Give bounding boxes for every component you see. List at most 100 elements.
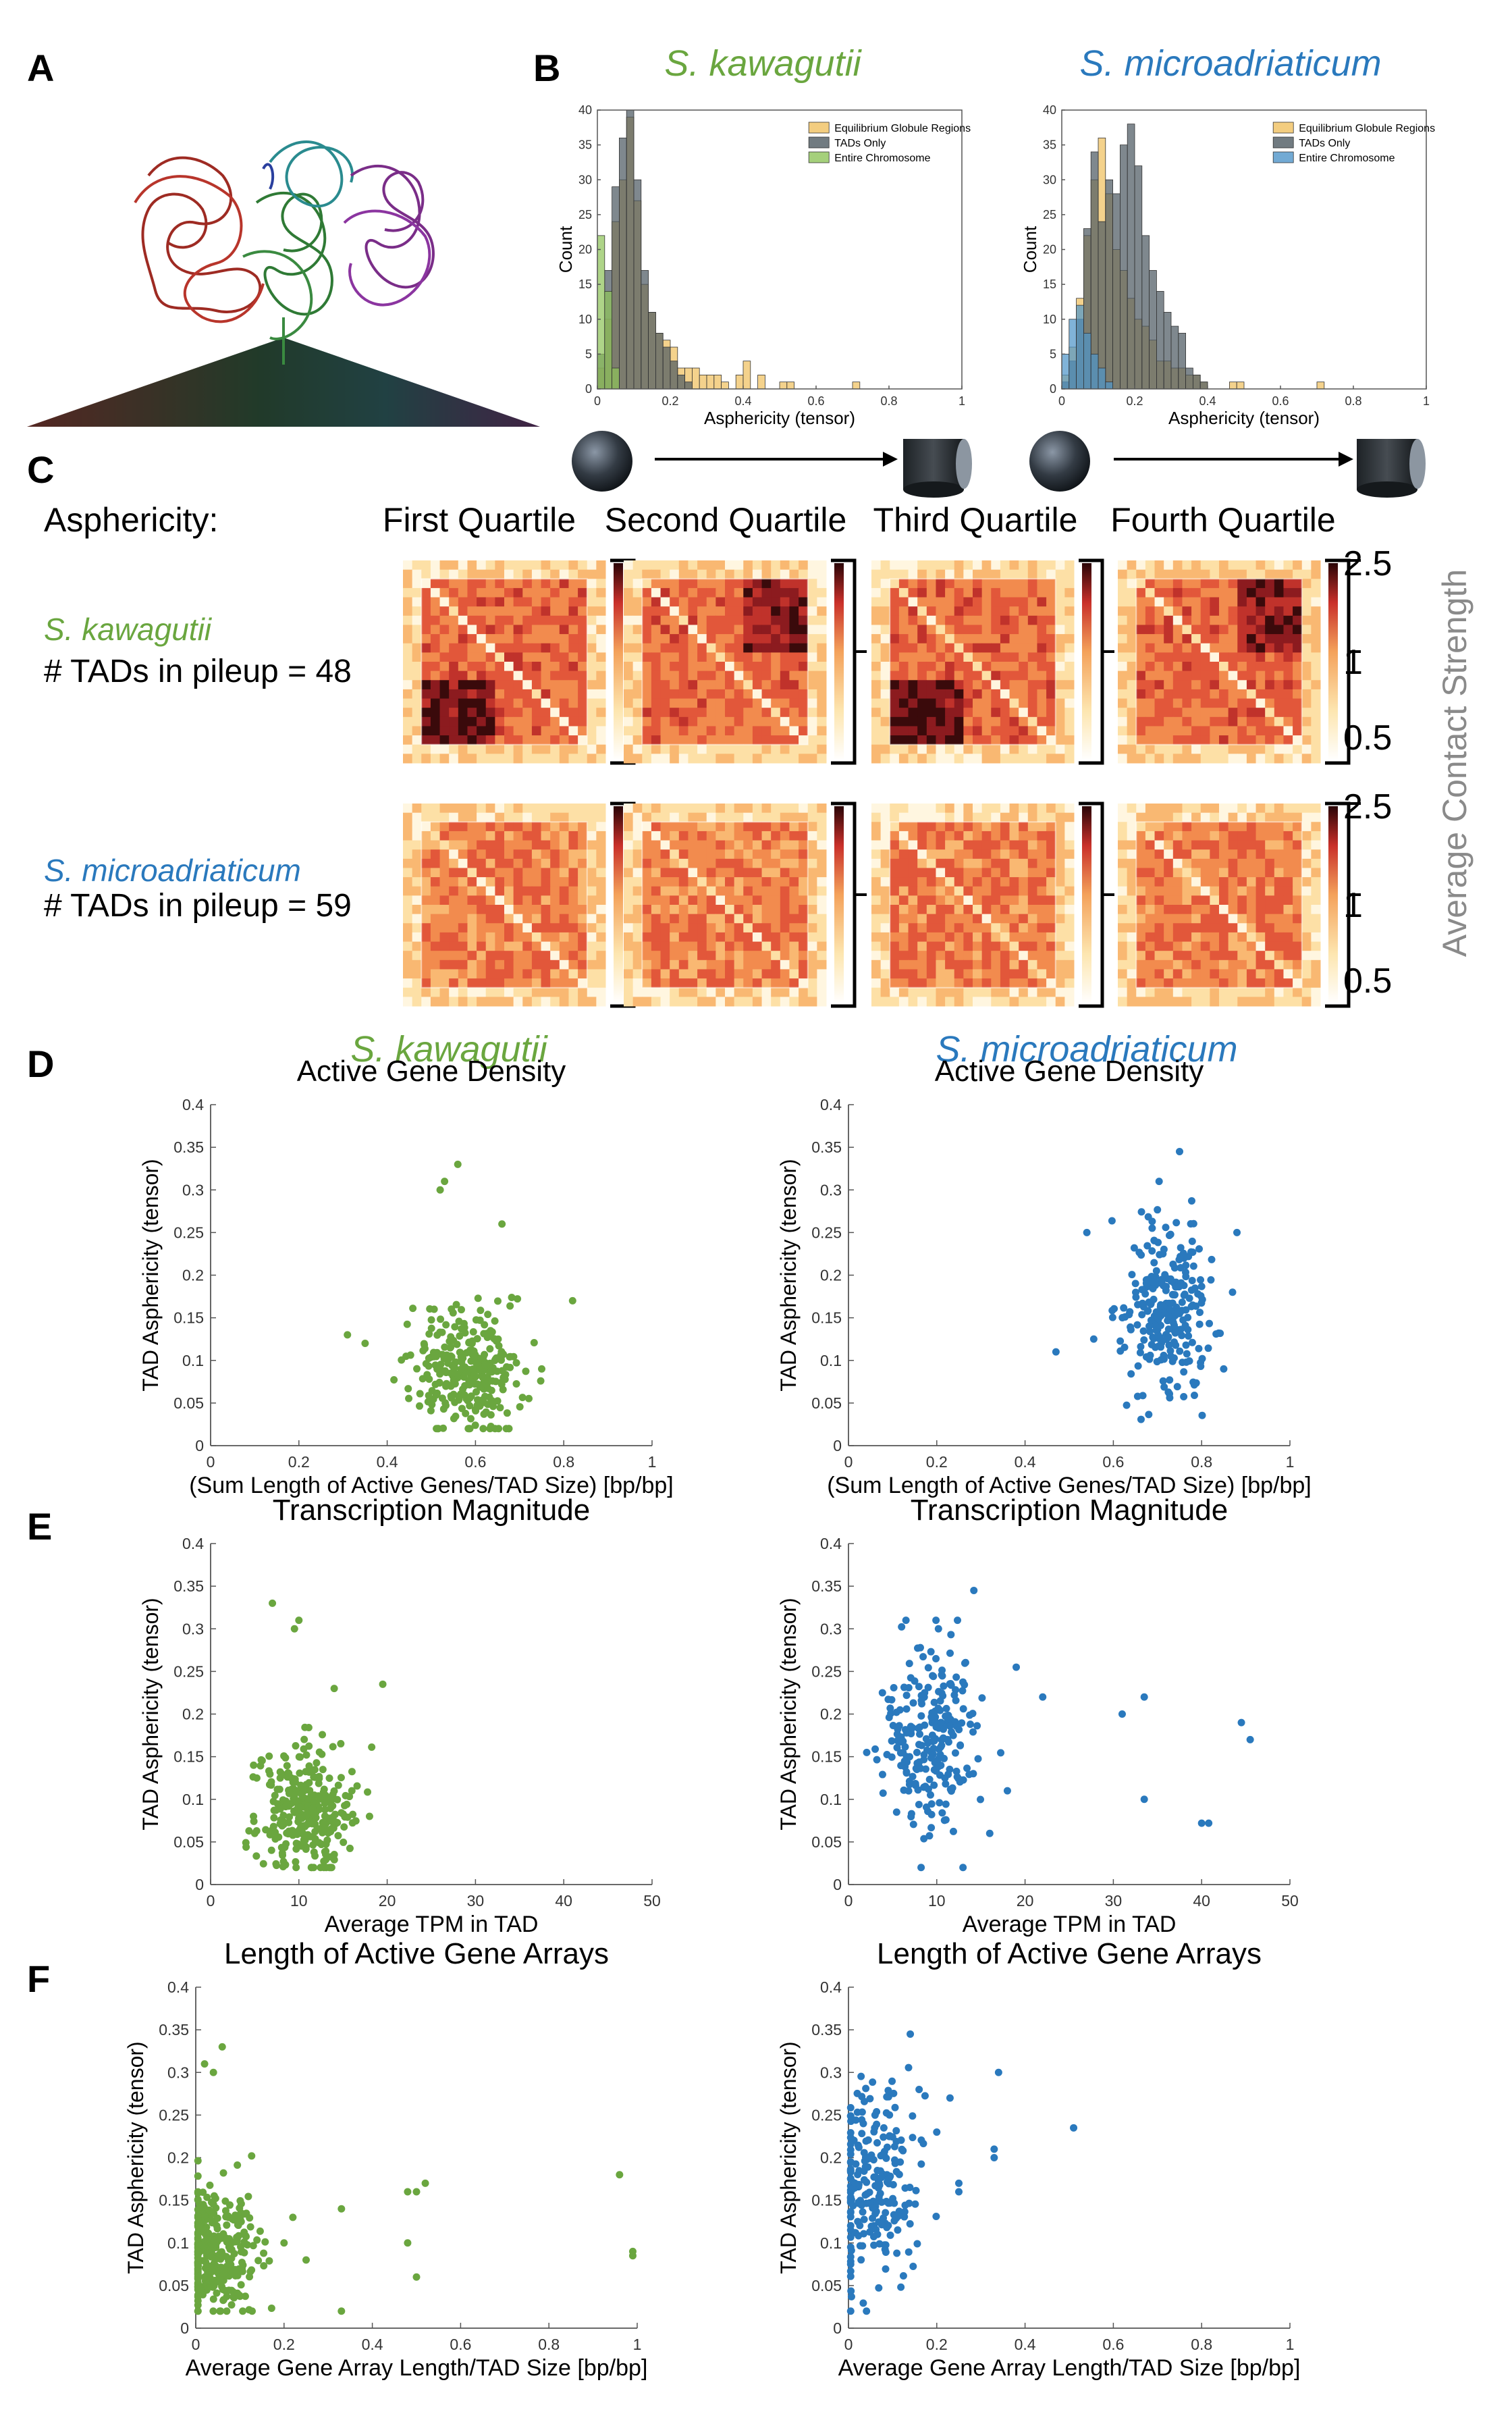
y-tick-label: 0.4 xyxy=(182,1096,204,1113)
legend-label: TADs Only xyxy=(1299,138,1350,149)
heatmap-cell xyxy=(1164,969,1174,979)
heatmap-cell xyxy=(880,831,890,841)
heatmap-cell xyxy=(936,959,946,970)
heatmap-cell xyxy=(485,680,495,690)
heatmap-cell xyxy=(458,923,468,933)
pileup-heatmap xyxy=(403,558,646,765)
heatmap-cell xyxy=(632,587,643,598)
heatmap-cell xyxy=(559,569,569,579)
heatmap-cell xyxy=(1219,905,1229,915)
heatmap-cell xyxy=(1027,840,1037,850)
heatmap-cell xyxy=(890,997,900,1007)
heatmap-cell xyxy=(559,587,569,598)
heatmap-cell xyxy=(1000,959,1010,970)
heatmap-cell xyxy=(1154,804,1164,814)
heatmap-cell xyxy=(1301,959,1312,970)
heatmap-cell xyxy=(1256,744,1266,754)
hist-bar xyxy=(735,374,744,390)
heatmap-cell xyxy=(531,923,542,933)
heatmap-cell xyxy=(973,689,983,700)
heatmap-cell xyxy=(1274,634,1284,644)
y-tick-label: 15 xyxy=(1043,278,1056,291)
heatmap-cell xyxy=(807,822,817,832)
heatmap-cell xyxy=(439,822,450,832)
y-tick-label: 0.1 xyxy=(182,1352,204,1369)
heatmap-cell xyxy=(1046,606,1056,616)
scatter-point xyxy=(506,1352,514,1361)
heatmap-cell xyxy=(1127,698,1137,708)
heatmap-cell xyxy=(1154,652,1164,662)
heatmap-cell xyxy=(898,587,909,598)
heatmap-cell xyxy=(439,579,450,589)
x-tick-label: 0 xyxy=(844,1453,853,1471)
heatmap-cell xyxy=(1172,569,1183,579)
heatmap-cell xyxy=(908,932,918,943)
heatmap-cell xyxy=(1019,735,1029,745)
heatmap-cell xyxy=(1064,698,1075,708)
scatter-point xyxy=(481,1350,489,1359)
heatmap-cell xyxy=(789,895,799,905)
heatmap-cell xyxy=(1293,932,1303,943)
scatter-point xyxy=(1185,1357,1193,1365)
heatmap-cell xyxy=(1064,932,1075,943)
scatter-point xyxy=(1172,1219,1181,1227)
heatmap-cell xyxy=(1200,652,1210,662)
heatmap-cell xyxy=(1172,923,1183,933)
heatmap-cell xyxy=(578,579,588,589)
heatmap-cell xyxy=(550,886,560,896)
heatmap-cell xyxy=(495,978,505,989)
heatmap-cell xyxy=(477,689,487,700)
heatmap-cell xyxy=(477,941,487,951)
heatmap-cell xyxy=(963,625,973,635)
heatmap-cell xyxy=(1055,579,1065,589)
scatter-point xyxy=(1178,1332,1186,1340)
heatmap-cell xyxy=(1037,959,1047,970)
heatmap-cell xyxy=(458,812,468,822)
heatmap-cell xyxy=(467,744,477,754)
scatter-point xyxy=(480,1410,488,1418)
heatmap-cell xyxy=(624,840,634,850)
heatmap-cell xyxy=(706,652,716,662)
heatmap-cell xyxy=(1000,708,1010,718)
heatmap-cell xyxy=(697,895,707,905)
scatter-point xyxy=(462,1348,470,1357)
heatmap-cell xyxy=(1293,997,1303,1007)
heatmap-cell xyxy=(1154,997,1164,1007)
scatter-point xyxy=(432,1391,440,1399)
heatmap-cell xyxy=(513,849,523,860)
heatmap-cell xyxy=(1037,569,1047,579)
heatmap-cell xyxy=(973,804,983,814)
heatmap-cell xyxy=(1118,905,1128,915)
heatmap-cell xyxy=(578,698,588,708)
heatmap-cell xyxy=(670,858,680,868)
heatmap-cell xyxy=(541,951,551,961)
heatmap-cell xyxy=(771,597,781,607)
heatmap-cell xyxy=(1274,587,1284,598)
heatmap-cell xyxy=(642,615,652,625)
heatmap-cell xyxy=(817,735,827,745)
heatmap-cell xyxy=(1145,923,1156,933)
scatter-point xyxy=(250,1761,258,1769)
heatmap-cell xyxy=(771,849,781,860)
heatmap-cell xyxy=(926,932,936,943)
heatmap-cell xyxy=(559,634,569,644)
heatmap-cell xyxy=(697,868,707,878)
heatmap-cell xyxy=(587,716,597,727)
heatmap-cell xyxy=(716,587,726,598)
heatmap-cell xyxy=(1311,680,1321,690)
heatmap-cell xyxy=(1210,932,1220,943)
heatmap-cell xyxy=(522,840,533,850)
hist-bar xyxy=(1120,144,1128,390)
heatmap-cell xyxy=(1172,634,1183,644)
heatmap-cell xyxy=(1191,858,1202,868)
heatmap-cell xyxy=(485,662,495,672)
scatter-point xyxy=(1167,1277,1175,1285)
heatmap-cell xyxy=(1237,895,1247,905)
heatmap-cell xyxy=(1027,858,1037,868)
heatmap-cell xyxy=(945,923,955,933)
heatmap-cell xyxy=(513,652,523,662)
heatmap-cell xyxy=(651,905,662,915)
heatmap-cell xyxy=(1274,560,1284,571)
heatmap-cell xyxy=(449,716,459,727)
heatmap-cell xyxy=(1265,716,1275,727)
